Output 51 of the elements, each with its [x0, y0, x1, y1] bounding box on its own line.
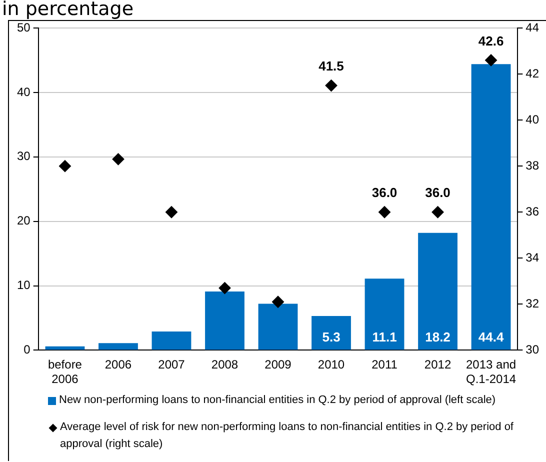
data-label: 18.2: [425, 329, 450, 344]
x-tick-label: 2013 and Q.1-2014: [466, 358, 516, 386]
x-tick-label: 2008: [211, 358, 238, 372]
chart-title: in percentage: [2, 0, 134, 20]
data-label: 36.0: [372, 185, 398, 200]
x-tick-label: before 2006: [48, 358, 82, 386]
y2-tick-label: 30: [526, 342, 540, 357]
bar: [471, 64, 511, 350]
bar: [364, 278, 404, 350]
point: [58, 160, 71, 172]
bar: [312, 316, 351, 350]
bar: [152, 332, 192, 350]
data-label: 42.6: [478, 33, 504, 48]
point: [325, 80, 338, 92]
x-tick-label: 2009: [264, 358, 292, 372]
bar: [258, 304, 298, 350]
y2-tick-label: 44: [526, 20, 540, 34]
y-tick-label: 10: [16, 278, 31, 292]
x-tick-label: 2012: [424, 358, 452, 372]
x-tick-label: 2011: [372, 358, 398, 372]
x-tick-label: 2007: [158, 358, 186, 372]
data-label: 41.5: [318, 58, 344, 74]
point: [165, 206, 178, 218]
point: [272, 296, 284, 308]
bar: [418, 232, 458, 350]
y-tick-label: 20: [16, 214, 31, 228]
y2-tick-label: 34: [526, 250, 540, 264]
y-tick-label: 40: [16, 84, 31, 99]
data-label: 11.1: [372, 329, 397, 344]
y-tick-label: 30: [16, 149, 31, 164]
y2-tick-label: 32: [526, 296, 540, 310]
y2-tick-label: 40: [526, 112, 540, 126]
bar: [205, 292, 244, 350]
y2-tick-label: 36: [526, 204, 540, 218]
y-tick-label: 0: [24, 342, 31, 357]
point: [432, 206, 444, 218]
legend-label: Average level of risk for new non-performing loans to non-financial entities in Q.2 by period of approval (right scale): [60, 420, 514, 452]
x-tick-label: 2010: [318, 358, 345, 372]
point: [378, 206, 391, 218]
point: [112, 153, 124, 166]
x-tick-label: 2006: [104, 358, 132, 372]
point: [485, 54, 498, 66]
y2-tick-label: 38: [526, 158, 540, 172]
data-label: 44.4: [478, 329, 504, 344]
data-label: 5.3: [322, 329, 340, 344]
point: [218, 282, 231, 294]
y-tick-label: 50: [16, 20, 31, 34]
legend-label: New non-performing loans to non-financial entities in Q.2 by period of approval (left scale): [59, 393, 496, 408]
bar: [98, 343, 138, 350]
data-label: 36.0: [425, 185, 450, 200]
y2-tick-label: 42: [526, 66, 540, 80]
